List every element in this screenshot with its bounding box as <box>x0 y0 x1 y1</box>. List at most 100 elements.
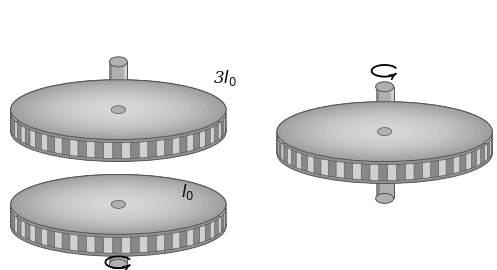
Ellipse shape <box>112 108 124 111</box>
Ellipse shape <box>59 188 178 221</box>
Polygon shape <box>193 227 201 245</box>
Polygon shape <box>225 208 226 227</box>
Polygon shape <box>11 116 13 135</box>
Polygon shape <box>376 87 394 131</box>
Polygon shape <box>376 87 379 131</box>
Polygon shape <box>446 157 455 175</box>
Polygon shape <box>11 80 226 131</box>
Text: 3$I_0$: 3$I_0$ <box>213 68 237 88</box>
Ellipse shape <box>77 98 160 121</box>
Ellipse shape <box>277 102 493 161</box>
Ellipse shape <box>41 88 196 131</box>
Ellipse shape <box>325 115 444 148</box>
Ellipse shape <box>361 125 409 138</box>
Ellipse shape <box>109 259 127 269</box>
Ellipse shape <box>367 127 403 137</box>
Polygon shape <box>48 135 57 153</box>
Polygon shape <box>35 227 43 245</box>
Polygon shape <box>205 128 212 146</box>
Polygon shape <box>165 138 174 156</box>
Polygon shape <box>156 234 167 251</box>
Ellipse shape <box>106 201 130 208</box>
Polygon shape <box>221 213 224 232</box>
Ellipse shape <box>71 191 166 218</box>
Polygon shape <box>70 140 81 157</box>
Polygon shape <box>376 154 380 198</box>
Ellipse shape <box>71 96 166 123</box>
Polygon shape <box>490 138 492 157</box>
Ellipse shape <box>41 183 196 226</box>
Polygon shape <box>130 142 142 158</box>
Polygon shape <box>41 228 50 246</box>
Ellipse shape <box>111 200 126 208</box>
Polygon shape <box>308 156 316 174</box>
Ellipse shape <box>319 113 450 150</box>
Polygon shape <box>95 237 106 253</box>
Polygon shape <box>25 128 31 146</box>
Polygon shape <box>104 237 115 253</box>
Polygon shape <box>210 220 216 239</box>
Ellipse shape <box>376 82 394 92</box>
Ellipse shape <box>83 100 154 120</box>
Polygon shape <box>113 237 124 253</box>
Polygon shape <box>422 161 433 178</box>
Polygon shape <box>379 164 390 180</box>
Polygon shape <box>78 235 89 252</box>
Polygon shape <box>284 145 288 164</box>
Ellipse shape <box>283 103 486 160</box>
Ellipse shape <box>379 130 391 133</box>
Ellipse shape <box>301 108 468 155</box>
Polygon shape <box>453 156 462 174</box>
Polygon shape <box>148 140 159 157</box>
Polygon shape <box>25 222 31 241</box>
Polygon shape <box>287 147 293 166</box>
Ellipse shape <box>83 194 154 214</box>
Ellipse shape <box>94 103 142 116</box>
Ellipse shape <box>100 105 136 115</box>
Ellipse shape <box>29 85 208 135</box>
Polygon shape <box>224 116 226 135</box>
Ellipse shape <box>295 107 474 157</box>
Ellipse shape <box>106 106 130 113</box>
Polygon shape <box>344 163 355 179</box>
Ellipse shape <box>349 122 420 141</box>
Polygon shape <box>109 226 113 264</box>
Polygon shape <box>78 140 89 157</box>
Ellipse shape <box>313 112 456 151</box>
Polygon shape <box>225 114 226 133</box>
Polygon shape <box>109 62 127 110</box>
Ellipse shape <box>11 80 226 140</box>
Ellipse shape <box>65 95 172 125</box>
Ellipse shape <box>355 123 414 140</box>
Polygon shape <box>121 237 133 253</box>
Ellipse shape <box>111 106 126 114</box>
Polygon shape <box>21 220 26 239</box>
Polygon shape <box>466 152 473 170</box>
Ellipse shape <box>77 193 160 216</box>
Polygon shape <box>172 137 182 154</box>
Polygon shape <box>481 145 486 164</box>
Polygon shape <box>15 216 18 234</box>
Polygon shape <box>180 135 189 153</box>
Polygon shape <box>277 102 493 154</box>
Polygon shape <box>17 218 22 237</box>
Polygon shape <box>218 121 222 140</box>
Polygon shape <box>139 141 151 158</box>
Polygon shape <box>165 233 174 250</box>
Ellipse shape <box>377 128 392 136</box>
Polygon shape <box>221 119 224 137</box>
Polygon shape <box>336 161 347 178</box>
Polygon shape <box>321 159 331 176</box>
Polygon shape <box>11 208 12 227</box>
Ellipse shape <box>23 178 214 231</box>
Polygon shape <box>113 143 124 158</box>
Polygon shape <box>15 121 18 140</box>
Polygon shape <box>352 163 364 180</box>
Polygon shape <box>414 163 425 179</box>
Polygon shape <box>62 138 72 156</box>
Polygon shape <box>485 143 488 162</box>
Polygon shape <box>200 130 207 148</box>
Polygon shape <box>210 126 216 144</box>
Ellipse shape <box>376 193 394 203</box>
Polygon shape <box>370 164 382 180</box>
